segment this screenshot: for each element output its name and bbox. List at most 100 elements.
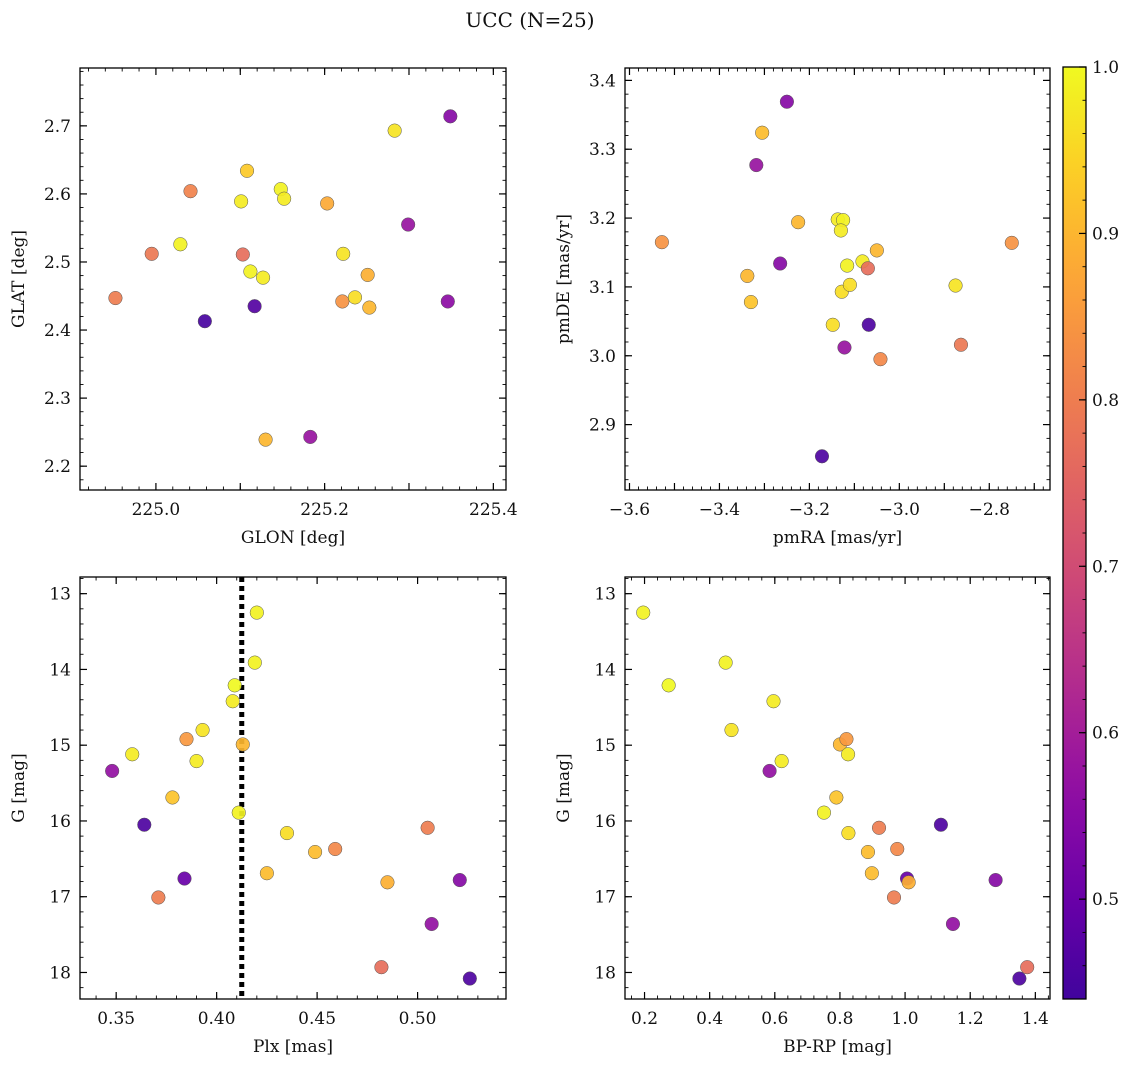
data-point [231, 805, 246, 820]
plot-frame [79, 576, 507, 1000]
data-point [279, 826, 295, 841]
data-point [125, 747, 140, 762]
data-point [825, 317, 840, 332]
data-point [814, 449, 830, 464]
data-point [336, 246, 351, 261]
x-tick-label: 0.45 [298, 1009, 336, 1029]
y-tick-label: 2.4 [44, 321, 71, 341]
x-axis-label: BP-RP [mag] [783, 1037, 892, 1057]
data-point [303, 429, 318, 444]
colorbar-gradient [1063, 67, 1086, 999]
figure-title: UCC (N=25) [465, 8, 594, 32]
data-point [743, 295, 758, 310]
data-point [308, 844, 323, 860]
data-point [401, 217, 416, 232]
colorbar-tick-label: 0.9 [1092, 224, 1119, 244]
x-tick-label: 0.35 [97, 1009, 135, 1029]
data-point [239, 163, 255, 178]
y-axis-label: G [mag] [9, 753, 29, 822]
x-tick-label: 0.2 [631, 1009, 658, 1029]
data-point [654, 235, 669, 250]
data-point [197, 314, 212, 329]
y-tick-label: 14 [594, 660, 616, 680]
data-point [108, 291, 123, 306]
y-tick-label: 16 [49, 812, 71, 832]
y-tick-label: 17 [49, 888, 71, 908]
data-point [724, 722, 739, 738]
x-axis-label: pmRA [mas/yr] [773, 528, 902, 548]
y-tick-label: 3.2 [589, 209, 616, 229]
data-point [335, 294, 350, 309]
data-point [755, 125, 770, 140]
scatter-panel-4: 0.2 0.4 0.6 0.8 1.0 1.2 1.4 13 14 15 16 17 18 BP-RP [… [554, 576, 1051, 1057]
x-tick-label: 0.6 [761, 1009, 788, 1029]
data-point [277, 191, 292, 206]
x-tick-label: −2.8 [969, 500, 1010, 520]
data-point [837, 340, 852, 355]
data-point [1004, 235, 1019, 250]
y-tick-label: 2.2 [44, 457, 71, 477]
data-point [953, 337, 969, 352]
colorbar-tick-label: 0.5 [1092, 890, 1119, 910]
scatter-panel-1: 225.0 225.2 225.4 2.2 2.3 2.4 2.5 2.6 2.7 GLON [d… [9, 67, 518, 548]
data-point [773, 256, 788, 271]
data-point [177, 871, 192, 886]
y-tick-label: 3.3 [589, 140, 616, 160]
data-point [387, 123, 402, 138]
colorbar-tick-label: 0.6 [1092, 724, 1119, 744]
data-point [840, 258, 855, 273]
data-point [235, 737, 250, 752]
colorbar-tick-label: 0.8 [1092, 391, 1119, 411]
data-point [861, 317, 876, 332]
data-point [137, 817, 152, 832]
data-point [860, 844, 876, 860]
data-point [247, 655, 262, 670]
data-point [247, 299, 262, 314]
data-point [871, 820, 887, 835]
data-point [779, 94, 794, 109]
y-axis-label: pmDE [mas/yr] [554, 214, 574, 344]
data-point [749, 158, 764, 173]
data-point [661, 678, 676, 693]
data-point [243, 264, 258, 279]
plot-frame [624, 67, 1051, 491]
data-point [195, 722, 210, 738]
data-point [235, 247, 250, 262]
x-tick-label: 0.4 [696, 1009, 723, 1029]
data-point [256, 270, 271, 285]
data-point [183, 184, 198, 199]
data-point [1012, 971, 1027, 986]
x-tick-label: −3.6 [609, 500, 650, 520]
y-tick-label: 17 [594, 888, 616, 908]
data-point [988, 873, 1003, 888]
data-point [440, 294, 455, 309]
data-point [320, 196, 335, 211]
data-point [424, 916, 439, 932]
x-tick-label: 1.2 [957, 1009, 984, 1029]
y-tick-label: 2.9 [589, 416, 616, 436]
data-point [227, 678, 242, 693]
x-tick-label: 1.0 [892, 1009, 919, 1029]
x-tick-label: 225.0 [132, 500, 181, 520]
data-point [890, 841, 905, 857]
y-axis-label: G [mag] [554, 753, 574, 822]
data-point [864, 866, 879, 881]
data-point [374, 960, 389, 975]
data-point [443, 109, 458, 124]
data-point [144, 246, 159, 261]
data-point [347, 290, 363, 305]
data-point [462, 971, 477, 986]
data-point [165, 790, 180, 805]
data-point [234, 194, 249, 209]
y-tick-label: 18 [49, 963, 71, 983]
data-point [225, 694, 240, 709]
data-point [718, 655, 733, 670]
y-tick-label: 3.0 [589, 347, 616, 367]
data-point [791, 215, 806, 230]
y-tick-label: 18 [594, 963, 616, 983]
data-point [839, 732, 854, 747]
y-axis-label: GLAT [deg] [9, 230, 29, 328]
colorbar-tick-label: 1.0 [1092, 58, 1119, 78]
scatter-panel-2: −3.6 −3.4 −3.2 −3.0 −2.8 2.9 3.0 3.1 3.2 3.3 3.4 pm… [554, 67, 1051, 548]
